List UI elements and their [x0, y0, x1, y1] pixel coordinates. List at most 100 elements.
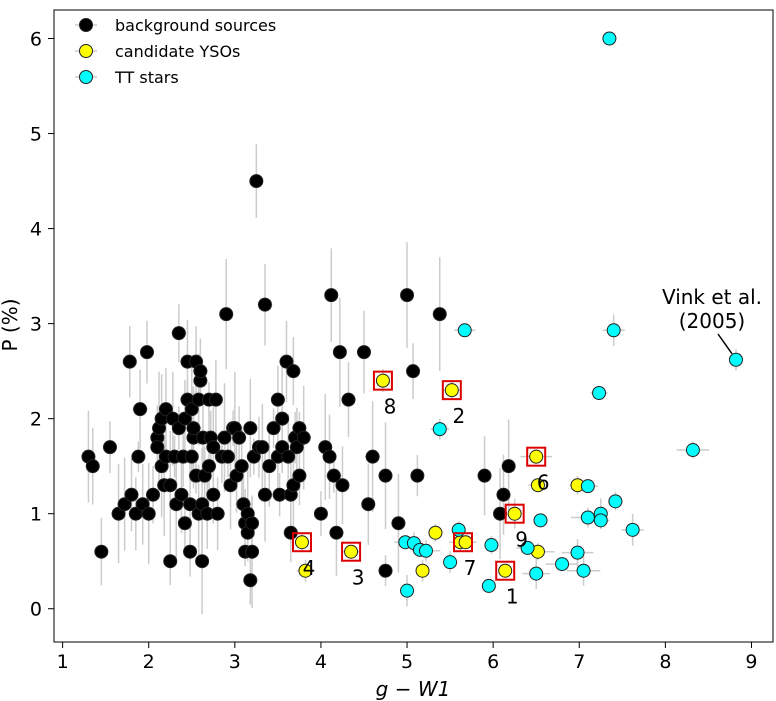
background-sources-point [193, 364, 208, 379]
background-sources-point [184, 449, 199, 464]
legend-marker-candidate [79, 44, 93, 58]
background-sources-point [329, 525, 344, 540]
background-sources-point [292, 468, 307, 483]
background-sources-point [206, 440, 221, 455]
candidate-label: 8 [384, 395, 397, 419]
legend-marker-background [79, 18, 93, 32]
x-tick-label: 9 [745, 651, 757, 673]
background-sources-point [400, 288, 415, 303]
tt-stars-point [520, 540, 535, 555]
background-sources-point [270, 392, 285, 407]
background-sources-point [139, 345, 154, 360]
tt-stars-point [580, 510, 595, 525]
background-sources-point [150, 440, 165, 455]
background-sources-point [117, 497, 132, 512]
y-tick-label: 3 [30, 314, 42, 336]
background-sources-point [281, 449, 296, 464]
plot-frame [53, 9, 774, 643]
background-sources-point [326, 468, 341, 483]
x-axis-label: g − W1 [376, 677, 451, 701]
y-tick-label: 0 [30, 599, 42, 621]
x-tick-label: 5 [401, 651, 413, 673]
annotation-arrow [717, 333, 733, 355]
candidate-label: 7 [464, 556, 477, 580]
x-tick-label: 3 [229, 651, 241, 673]
candidate-box [526, 446, 547, 467]
background-sources-point [177, 516, 192, 531]
vink-annotation: Vink et al. (2005) [662, 285, 762, 355]
tt-stars-point [432, 422, 447, 437]
background-sources-point [122, 354, 137, 369]
tt-stars-point [685, 443, 700, 458]
background-sources-point [432, 307, 447, 322]
background-sources-point [275, 411, 290, 426]
background-sources-point [286, 364, 301, 379]
candidate-ysos-point [498, 563, 513, 578]
background-sources-point [245, 516, 260, 531]
background-sources-point [177, 411, 192, 426]
background-sources-point [208, 392, 223, 407]
background-sources-point [102, 440, 117, 455]
background-sources-point [266, 421, 281, 436]
y-tick-label: 4 [30, 219, 42, 241]
tt-stars-point [606, 323, 621, 338]
tt-stars-point [418, 543, 433, 558]
background-sources-point [289, 440, 304, 455]
background-sources-point [163, 554, 178, 569]
tt-stars-point [555, 557, 570, 572]
candidate-ysos-point [375, 373, 390, 388]
background-sources-point [262, 459, 277, 474]
background-sources-point [219, 307, 234, 322]
background-sources-point [85, 459, 100, 474]
background-sources-point [201, 459, 216, 474]
background-sources-point [477, 468, 492, 483]
legend-label-background: background sources [115, 16, 276, 35]
candidate-label: 1 [506, 585, 519, 609]
candidate-ysos-point [298, 563, 313, 578]
background-sources-point [243, 573, 258, 588]
tt-stars-point [593, 513, 608, 528]
background-sources-point [217, 430, 232, 445]
candidate-label: 2 [452, 404, 465, 428]
candidate-box [441, 380, 462, 401]
background-sources-point [141, 506, 156, 521]
background-sources-point [378, 563, 393, 578]
tt-stars-point [529, 566, 544, 581]
background-sources-point [183, 544, 198, 559]
background-sources-point [501, 459, 516, 474]
candidate-box [504, 503, 525, 524]
background-sources-point [124, 487, 139, 502]
background-sources-point [195, 554, 210, 569]
background-sources-point [249, 174, 264, 189]
background-sources-point [341, 392, 356, 407]
annotation-line-1: Vink et al. [662, 285, 762, 309]
candidate-box [495, 560, 516, 581]
candidate-label: 6 [537, 471, 550, 495]
candidate-box [453, 532, 474, 553]
background-sources-point [184, 402, 199, 417]
background-sources-point [406, 364, 421, 379]
tt-stars-point [608, 494, 623, 509]
tt-stars-point [576, 563, 591, 578]
data-points [81, 31, 743, 598]
candidate-ysos-point [344, 544, 359, 559]
candidate-ysos-point [428, 525, 443, 540]
candidate-ysos-point [530, 478, 545, 493]
tt-stars-point [625, 522, 640, 537]
legend-item-background-sources: background sources [75, 16, 276, 35]
y-tick-label: 6 [30, 29, 42, 51]
background-sources-point [171, 326, 186, 341]
legend-label-tt: TT stars [114, 68, 179, 87]
legend-marker-tt [79, 70, 93, 84]
tt-stars-point [533, 513, 548, 528]
background-sources-point [174, 487, 189, 502]
legend-item-candidate-ysos: candidate YSOs [75, 42, 240, 61]
background-sources-point [133, 402, 148, 417]
candidate-ysos-point [415, 563, 430, 578]
y-tick-label: 2 [30, 409, 42, 431]
background-sources-point [232, 430, 247, 445]
tt-stars-point [457, 323, 472, 338]
tt-stars-point [481, 578, 496, 593]
legend-item-tt-stars: TT stars [75, 68, 179, 87]
